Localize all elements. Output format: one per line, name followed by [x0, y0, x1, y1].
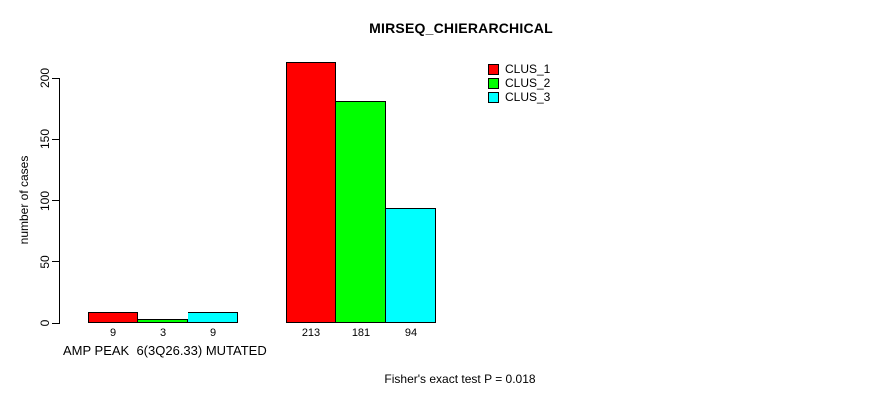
legend-label: CLUS_2 [505, 76, 551, 90]
legend: CLUS_1 CLUS_2 CLUS_3 [488, 62, 550, 104]
legend-label: CLUS_1 [505, 62, 551, 76]
bar-value-label: 181 [351, 327, 371, 339]
bar-clus_1-group1 [88, 311, 138, 323]
y-axis-tick-label: 150 [38, 129, 52, 150]
legend-label: CLUS_3 [505, 90, 551, 104]
y-axis-tick [52, 261, 60, 263]
legend-item: CLUS_2 [488, 76, 550, 90]
bar-clus_1-group2 [286, 62, 336, 323]
y-axis-tick [52, 322, 60, 324]
legend-swatch-clus_2 [488, 77, 499, 89]
bar-value-label: 94 [404, 327, 418, 339]
legend-item: CLUS_3 [488, 90, 550, 104]
bar-clus_3-group1 [188, 311, 238, 323]
x-group-label: AMP PEAK 6(3Q26.33) MUTATED [63, 343, 267, 358]
y-axis-tick [52, 77, 60, 79]
y-axis-tick-label: 50 [38, 255, 52, 269]
legend-item: CLUS_1 [488, 62, 550, 76]
chart-title: MIRSEQ_CHIERARCHICAL [369, 20, 553, 36]
y-axis-tick [52, 200, 60, 201]
legend-swatch-clus_1 [488, 63, 499, 75]
y-axis-tick-label: 0 [38, 319, 52, 327]
bar-clus_2-group1 [138, 319, 188, 323]
y-axis-tick-label: 200 [38, 67, 52, 89]
y-axis-tick-label: 100 [38, 190, 52, 211]
bar-value-label: 9 [109, 327, 117, 339]
bar-clus_2-group2 [336, 101, 386, 323]
y-axis-tick [52, 138, 60, 140]
legend-swatch-clus_3 [488, 91, 499, 103]
bar-value-label: 9 [209, 327, 217, 339]
bar-value-label: 3 [159, 327, 167, 339]
pvalue-annotation: Fisher's exact test P = 0.018 [384, 372, 536, 386]
bar-clus_3-group2 [386, 207, 436, 323]
bar-value-label: 213 [301, 327, 321, 339]
